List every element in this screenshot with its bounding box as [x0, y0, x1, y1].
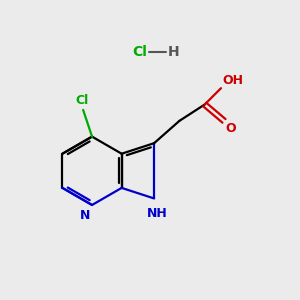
- Text: NH: NH: [147, 207, 167, 220]
- Text: H: H: [168, 45, 179, 59]
- Text: OH: OH: [223, 74, 244, 87]
- Text: N: N: [80, 209, 90, 222]
- Text: O: O: [226, 122, 236, 135]
- Text: Cl: Cl: [75, 94, 88, 107]
- Text: Cl: Cl: [132, 45, 147, 59]
